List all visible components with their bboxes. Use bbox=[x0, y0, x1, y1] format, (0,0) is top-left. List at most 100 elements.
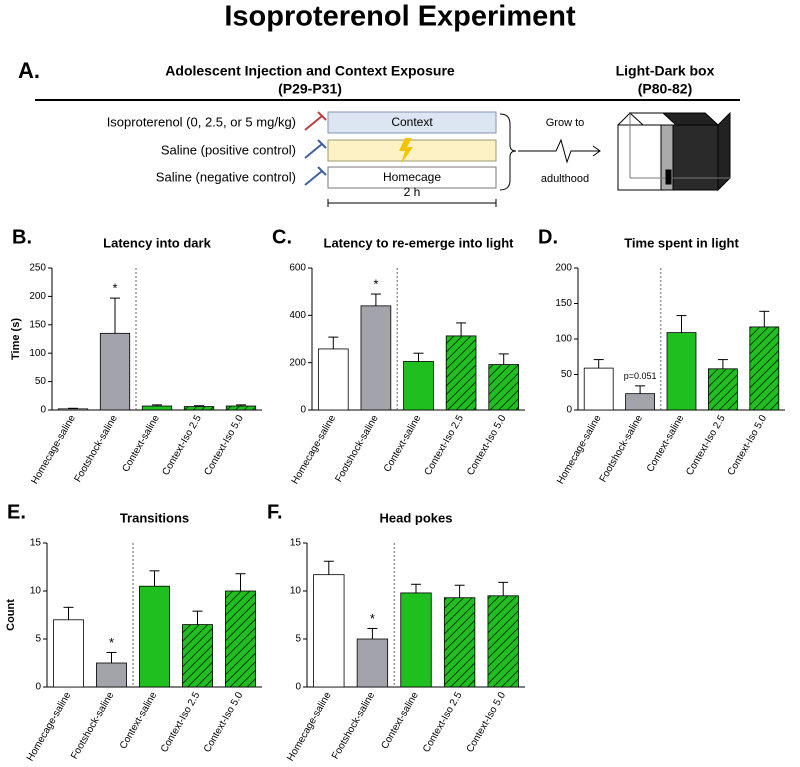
bar bbox=[225, 590, 256, 688]
panel-label: F. bbox=[267, 501, 283, 523]
x-tick-label: Context-Iso 2.5 bbox=[423, 413, 467, 478]
bar bbox=[488, 364, 520, 411]
y-tick-label: 0 bbox=[300, 405, 306, 416]
bar bbox=[708, 368, 738, 411]
x-tick-label: Footshock-saline bbox=[330, 690, 378, 761]
shock-icon bbox=[399, 138, 413, 164]
bar bbox=[139, 585, 170, 688]
x-tick-label: Homecage-saline bbox=[290, 413, 339, 486]
bar bbox=[317, 348, 349, 411]
bar bbox=[141, 405, 173, 411]
grow-label: adulthood bbox=[541, 173, 589, 185]
panel-label: A. bbox=[18, 58, 40, 83]
bar bbox=[443, 597, 476, 688]
y-tick-label: 150 bbox=[555, 298, 572, 309]
y-tick-label: 600 bbox=[289, 263, 306, 274]
y-tick-label: 0 bbox=[40, 405, 46, 416]
x-tick-label: Context-Iso 5.0 bbox=[202, 690, 246, 755]
y-tick-label: 50 bbox=[35, 376, 47, 387]
y-tick-label: 5 bbox=[35, 634, 41, 645]
header: Adolescent Injection and Context Exposur… bbox=[165, 63, 455, 79]
bar bbox=[400, 592, 432, 688]
y-tick-label: 400 bbox=[289, 310, 306, 321]
box-label: Context bbox=[391, 115, 433, 129]
y-tick-label: 250 bbox=[29, 263, 46, 274]
x-tick-label: Homecage-saline bbox=[29, 413, 78, 486]
bar bbox=[96, 662, 127, 688]
bar bbox=[625, 393, 655, 411]
x-tick-label: Context-Iso 2.5 bbox=[421, 690, 465, 755]
subheader: (P80-82) bbox=[638, 81, 692, 97]
duration-label: 2 h bbox=[404, 185, 421, 199]
y-tick-label: 100 bbox=[555, 334, 572, 345]
annotation: * bbox=[109, 635, 114, 650]
panel-label: E. bbox=[7, 501, 26, 523]
y-tick-label: 10 bbox=[30, 586, 42, 597]
x-tick-label: Context-Iso 5.0 bbox=[726, 413, 770, 478]
box bbox=[327, 166, 497, 189]
y-tick-label: 10 bbox=[290, 586, 302, 597]
bar bbox=[583, 367, 614, 411]
x-tick-label: Footshock-saline bbox=[598, 413, 646, 484]
x-tick-label: Context-Iso 2.5 bbox=[159, 690, 203, 755]
annotation: p=0.051 bbox=[624, 371, 657, 381]
annotation: * bbox=[112, 281, 117, 296]
bar bbox=[53, 619, 84, 688]
chart-title: Latency into dark bbox=[103, 235, 211, 250]
bar bbox=[225, 405, 257, 411]
box-label: Homecage bbox=[383, 170, 441, 184]
box bbox=[327, 111, 497, 134]
x-tick-label: Footshock-saline bbox=[73, 413, 121, 484]
chart-title: Time spent in light bbox=[624, 235, 739, 250]
y-tick-label: 200 bbox=[289, 357, 306, 368]
x-tick-label: Context-saline bbox=[118, 690, 160, 751]
x-tick-label: Homecage-saline bbox=[285, 690, 334, 763]
bar bbox=[182, 624, 213, 688]
bar bbox=[360, 305, 392, 411]
panel-label: B. bbox=[12, 226, 32, 248]
y-tick-label: 0 bbox=[35, 682, 41, 693]
x-tick-label: Homecage-saline bbox=[25, 690, 74, 763]
y-axis-label: Count bbox=[5, 599, 17, 631]
brace bbox=[499, 113, 517, 191]
y-tick-label: 100 bbox=[29, 348, 46, 359]
x-tick-label: Context-saline bbox=[120, 413, 162, 474]
subheader: (P29-P31) bbox=[278, 81, 342, 97]
group-label: Saline (positive control) bbox=[161, 142, 296, 157]
x-tick-label: Context-saline bbox=[382, 413, 424, 474]
x-tick-label: Context-Iso 5.0 bbox=[465, 690, 509, 755]
bar bbox=[57, 408, 89, 411]
panel-label: C. bbox=[272, 226, 292, 248]
y-tick-label: 0 bbox=[295, 682, 301, 693]
y-tick-label: 5 bbox=[295, 634, 301, 645]
x-tick-label: Context-saline bbox=[645, 413, 687, 474]
light-dark-box bbox=[617, 111, 731, 192]
bar bbox=[445, 335, 477, 411]
y-tick-label: 0 bbox=[566, 405, 572, 416]
figure-title: Isoproterenol Experiment bbox=[224, 1, 576, 33]
y-axis-label: Time (s) bbox=[10, 318, 22, 360]
bar bbox=[487, 595, 519, 688]
grow-label: Grow to bbox=[546, 117, 585, 129]
panel-label: D. bbox=[538, 226, 558, 248]
x-tick-label: Homecage-saline bbox=[555, 413, 604, 486]
bar bbox=[666, 332, 697, 411]
syringes bbox=[304, 111, 327, 186]
header: Light-Dark box bbox=[616, 63, 715, 79]
y-tick-label: 15 bbox=[290, 538, 302, 549]
group-label: Saline (negative control) bbox=[156, 169, 296, 184]
x-tick-label: Context-Iso 5.0 bbox=[202, 413, 246, 478]
x-tick-label: Context-Iso 2.5 bbox=[684, 413, 728, 478]
bar bbox=[183, 406, 215, 411]
bar bbox=[356, 638, 389, 688]
x-tick-label: Footshock-saline bbox=[333, 413, 381, 484]
x-tick-label: Context-Iso 2.5 bbox=[160, 413, 204, 478]
bar bbox=[749, 326, 780, 411]
y-tick-label: 15 bbox=[30, 538, 42, 549]
annotation: * bbox=[370, 611, 375, 626]
bar bbox=[403, 361, 434, 411]
y-tick-label: 150 bbox=[29, 319, 46, 330]
y-tick-label: 200 bbox=[29, 291, 46, 302]
bar bbox=[99, 332, 131, 411]
